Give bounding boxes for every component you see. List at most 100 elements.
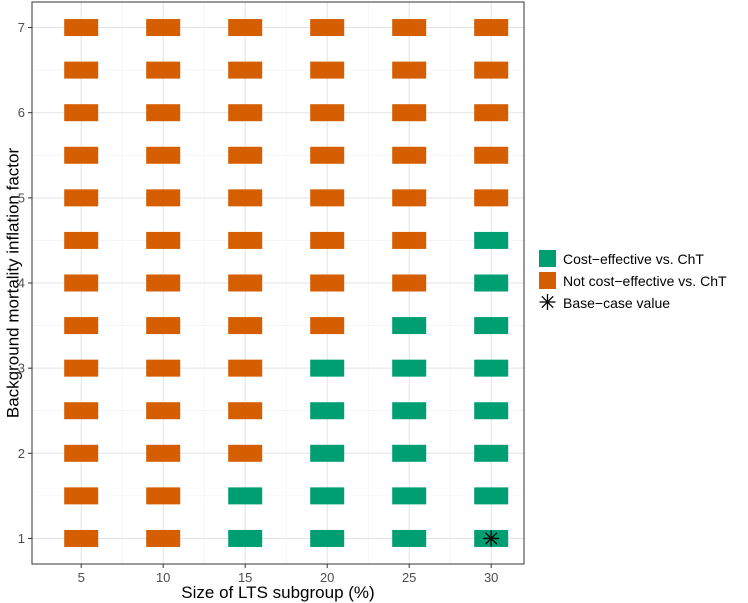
heatmap-cell [146,487,181,505]
legend-label-cost-effective: Cost−effective vs. ChT [563,251,704,267]
heatmap-cell [64,231,99,249]
grid [32,2,524,564]
heatmap-cell [228,146,263,164]
heatmap-cell [392,231,427,249]
legend-swatch-not-cost-effective [539,272,556,289]
heatmap-cell [392,487,427,505]
heatmap-cell [474,359,509,377]
heatmap-cell [310,189,345,207]
heatmap-cell [146,19,181,37]
heatmap-cell [474,487,509,505]
y-tick-label: 1 [18,531,25,546]
y-tick-label: 2 [18,446,25,461]
heatmap-cell [64,529,99,547]
heatmap-cell [146,444,181,462]
heatmap-cell [392,402,427,420]
heatmap-cell [310,274,345,292]
x-axis: 5 10 15 20 25 30 [78,564,498,585]
heatmap-cell [310,231,345,249]
heatmap-cell [228,104,263,122]
heatmap-cell [146,402,181,420]
heatmap-cell [64,402,99,420]
heatmap-cell [146,61,181,79]
heatmap-cell [474,317,509,335]
heatmap-cell [146,317,181,335]
heatmap-cell [392,61,427,79]
heatmap-cell [474,444,509,462]
x-tick-label: 5 [78,570,85,585]
asterisk-stroke [485,532,498,545]
heatmap-cell [310,61,345,79]
heatmap-cell [392,189,427,207]
legend: Cost−effective vs. ChT Not cost−effectiv… [539,250,727,311]
heatmap-cell [474,402,509,420]
y-tick-label: 6 [18,105,25,120]
x-tick-label: 20 [320,570,334,585]
heatmap-cell [228,402,263,420]
heatmap-cell [146,274,181,292]
heatmap-cell [64,146,99,164]
heatmap-cell [228,487,263,505]
heatmap-cell [310,487,345,505]
heatmap-cell [64,274,99,292]
base-case-marker [483,530,500,547]
heatmap-cell [64,444,99,462]
heatmap-cell [392,146,427,164]
heatmap-cell [228,444,263,462]
heatmap-cell [146,146,181,164]
y-tick-label: 5 [18,190,25,205]
heatmap-cell [64,61,99,79]
heatmap-cell [474,189,509,207]
y-axis-title: Background mortality inflation factor [3,148,22,419]
heatmap-cell [228,61,263,79]
heatmap-cell [228,231,263,249]
heatmap-cell [228,19,263,37]
heatmap-cell [228,359,263,377]
legend-label-base-case: Base−case value [563,295,670,311]
heatmap-cell [474,61,509,79]
heatmap-cell [474,231,509,249]
heatmap-cell [474,104,509,122]
heatmap-cell [228,317,263,335]
y-tick-label: 7 [18,20,25,35]
legend-asterisk-icon [539,294,556,310]
heatmap-cell [310,529,345,547]
heatmap-cell [310,402,345,420]
heatmap-cell [310,317,345,335]
heatmap-cell [474,146,509,164]
y-tick-label: 3 [18,361,25,376]
base-case-asterisk-icon [483,530,500,547]
x-tick-label: 30 [484,570,498,585]
legend-swatch-cost-effective [539,250,556,267]
heatmap-cell [64,359,99,377]
heatmap-cell [146,104,181,122]
heatmap-cell [64,19,99,37]
asterisk-stroke [541,295,554,309]
heatmap-cell [228,274,263,292]
heatmap-cell [392,317,427,335]
x-axis-title: Size of LTS subgroup (%) [181,583,374,602]
heatmap-cell [146,529,181,547]
heatmap-cell [392,359,427,377]
heatmap-cell [228,189,263,207]
heatmap-cell [392,274,427,292]
heatmap-cell [310,359,345,377]
heatmap-cell [474,19,509,37]
heatmap-cell [64,317,99,335]
x-tick-label: 10 [156,570,170,585]
heatmap-cell [146,189,181,207]
heatmap-cell [310,104,345,122]
heatmap-cell [228,529,263,547]
cells [64,19,509,547]
heatmap-cell [392,104,427,122]
heatmap-cell [310,146,345,164]
heatmap-cell [146,231,181,249]
legend-label-not-cost-effective: Not cost−effective vs. ChT [563,273,727,289]
heatmap-cell [146,359,181,377]
x-tick-label: 25 [402,570,416,585]
heatmap-cell [392,529,427,547]
heatmap-cell [474,274,509,292]
heatmap-cell [310,444,345,462]
x-tick-label: 15 [238,570,252,585]
